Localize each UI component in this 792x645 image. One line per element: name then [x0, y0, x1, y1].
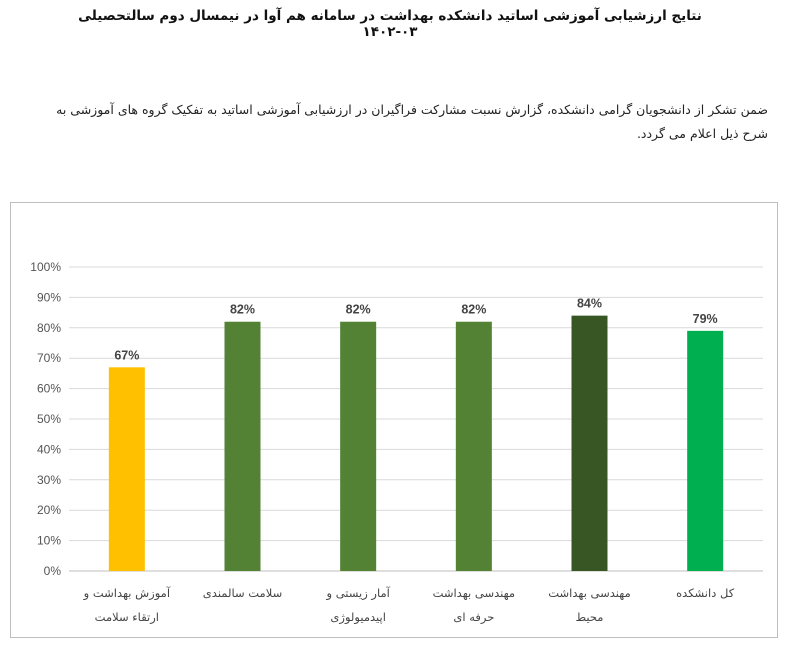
y-tick-label: 70%: [37, 351, 61, 365]
y-tick-label: 50%: [37, 412, 61, 426]
category-label: کل دانشکده: [676, 586, 735, 600]
category-label: سلامت سالمندی: [203, 586, 282, 600]
bar: [455, 321, 492, 571]
data-label: 82%: [461, 303, 486, 317]
y-tick-label: 30%: [37, 473, 61, 487]
y-tick-label: 40%: [37, 442, 61, 456]
data-label: 79%: [693, 312, 718, 326]
y-tick-label: 0%: [44, 564, 62, 578]
y-tick-label: 90%: [37, 290, 61, 304]
y-tick-label: 60%: [37, 382, 61, 396]
intro-paragraph: ضمن تشکر از دانشجویان گرامی دانشکده، گزا…: [56, 102, 768, 141]
y-tick-label: 100%: [30, 260, 61, 274]
bar: [224, 321, 261, 571]
data-label: 82%: [230, 303, 255, 317]
bar: [340, 321, 377, 571]
bar: [108, 367, 145, 571]
y-tick-label: 20%: [37, 503, 61, 517]
gridlines: [69, 266, 763, 572]
page-title: نتایج ارزشیابی آموزشی اساتید دانشکده بهد…: [78, 8, 702, 40]
data-label: 82%: [346, 303, 371, 317]
category-label: مهندسی بهداشت محیط: [548, 586, 631, 624]
bars: [108, 315, 724, 571]
y-tick-label: 80%: [37, 321, 61, 335]
bar: [571, 315, 608, 571]
y-axis-ticks: 0% 10% 20% 30% 40% 50% 60% 70% 80% 90% 100%: [30, 260, 61, 578]
chart-container: 0% 10% 20% 30% 40% 50% 60% 70% 80% 90% 100% 67% 82%…: [10, 202, 778, 638]
category-label: آموزش بهداشت و ارتقاء سلامت: [83, 586, 171, 625]
category-labels: آموزش بهداشت و ارتقاء سلامت سلامت سالمندی آ…: [83, 586, 735, 625]
category-label: مهندسی بهداشت حرفه ای: [433, 586, 516, 625]
bar: [687, 330, 724, 571]
data-label: 67%: [114, 348, 139, 362]
category-label: آمار زیستی و اپیدمیولوژی: [325, 586, 390, 625]
data-label: 84%: [577, 297, 602, 311]
data-labels: 67% 82% 82% 82% 84% 79%: [114, 297, 717, 363]
y-tick-label: 10%: [37, 534, 61, 548]
bar-chart: 0% 10% 20% 30% 40% 50% 60% 70% 80% 90% 100% 67% 82%…: [30, 260, 763, 625]
